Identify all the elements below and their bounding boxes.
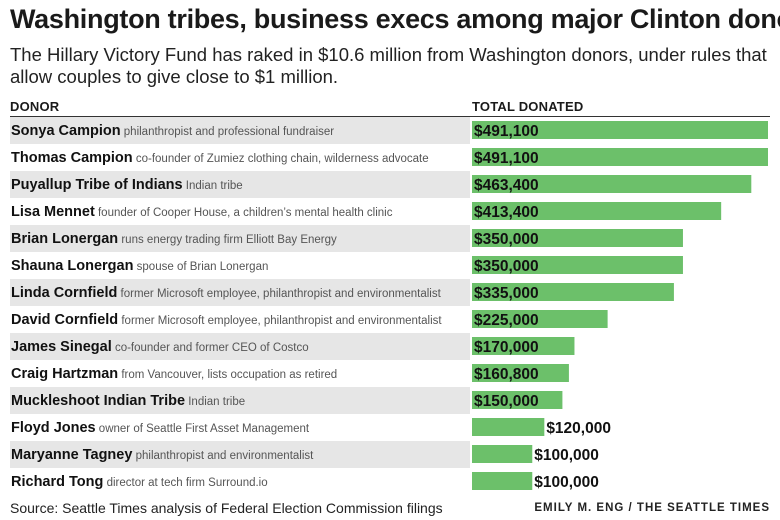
donation-value-label: $491,100	[474, 123, 539, 140]
donor-name: Sonya Campion	[11, 123, 121, 139]
donor-entry: Puyallup Tribe of Indians Indian tribe	[11, 177, 243, 193]
donor-entry: Shauna Lonergan spouse of Brian Lonergan	[11, 258, 268, 274]
donor-entry: Craig Hartzman from Vancouver, lists occ…	[11, 366, 337, 382]
donor-description: founder of Cooper House, a children’s me…	[95, 207, 393, 219]
donor-entry: Maryanne Tagney philanthropist and envir…	[11, 447, 314, 463]
donation-value-label: $100,000	[534, 474, 599, 491]
donation-value-label: $350,000	[474, 258, 539, 275]
donor-entry: Thomas Campion co-founder of Zumiez clot…	[11, 150, 429, 166]
donation-bar	[472, 121, 768, 139]
donor-description: runs energy trading firm Elliott Bay Ene…	[118, 234, 337, 246]
donation-bar	[472, 175, 752, 193]
total-donated-column-header: TOTAL DONATED	[472, 99, 584, 114]
donor-entry: Sonya Campion philanthropist and profess…	[11, 123, 334, 139]
donation-value-label: $463,400	[474, 177, 539, 194]
chart-subtitle: The Hillary Victory Fund has raked in $1…	[10, 44, 767, 87]
row-shade	[10, 387, 470, 414]
donor-name: Lisa Mennet	[11, 204, 95, 220]
donation-value-label: $335,000	[474, 285, 539, 302]
donor-description: co-founder of Zumiez clothing chain, wil…	[133, 153, 429, 165]
donation-value-label: $120,000	[546, 420, 611, 437]
donor-name: David Cornfield	[11, 312, 118, 328]
donor-entry: Richard Tong director at tech firm Surro…	[11, 474, 268, 490]
donor-description: former Microsoft employee, philanthropis…	[118, 315, 442, 327]
donor-description: former Microsoft employee, philanthropis…	[117, 288, 441, 300]
donor-name: Richard Tong	[11, 474, 103, 490]
donation-bar	[472, 364, 569, 382]
donor-description: from Vancouver, lists occupation as reti…	[118, 369, 337, 381]
donation-bar	[472, 310, 608, 328]
donor-name: Brian Lonergan	[11, 231, 118, 247]
donor-entry: Muckleshoot Indian Tribe Indian tribe	[11, 393, 245, 409]
donor-description: philanthropist and professional fundrais…	[121, 126, 335, 138]
donor-entry: Lisa Mennet founder of Cooper House, a c…	[11, 204, 393, 220]
donation-bar	[472, 337, 575, 355]
donor-entry: Linda Cornfield former Microsoft employe…	[11, 285, 442, 301]
row-shade	[10, 279, 470, 306]
donor-name: Floyd Jones	[11, 420, 96, 436]
donation-value-label: $413,400	[474, 204, 539, 221]
donor-entry: James Sinegal co-founder and former CEO …	[11, 339, 309, 355]
donor-name: Linda Cornfield	[11, 285, 117, 301]
row-shade	[10, 171, 470, 198]
donor-entry: Floyd Jones owner of Seattle First Asset…	[11, 420, 310, 436]
donation-bar	[472, 418, 545, 436]
donation-bar	[472, 148, 768, 166]
row-shade	[10, 117, 470, 144]
header-rule	[10, 116, 770, 117]
row-shade	[10, 225, 470, 252]
donor-name: Muckleshoot Indian Tribe	[11, 393, 185, 409]
donation-bar	[472, 391, 563, 409]
donation-value-label: $225,000	[474, 312, 539, 329]
donation-value-label: $491,100	[474, 150, 539, 167]
donor-name: Craig Hartzman	[11, 366, 118, 382]
donor-description: co-founder and former CEO of Costco	[112, 342, 309, 354]
donor-entry: Brian Lonergan runs energy trading firm …	[11, 231, 337, 247]
source-note: Source: Seattle Times analysis of Federa…	[10, 500, 443, 516]
donor-name: James Sinegal	[11, 339, 112, 355]
donation-value-label: $150,000	[474, 393, 539, 410]
donation-bar	[472, 202, 722, 220]
donor-name: Puyallup Tribe of Indians	[11, 177, 183, 193]
row-shade	[10, 441, 470, 468]
donor-description: spouse of Brian Lonergan	[133, 261, 268, 273]
donation-value-label: $160,800	[474, 366, 539, 383]
donor-description: director at tech firm Surround.io	[103, 477, 267, 489]
donation-bar	[472, 472, 533, 490]
donation-bar	[472, 445, 533, 463]
donation-value-label: $100,000	[534, 447, 599, 464]
credit-line: EMILY M. ENG / THE SEATTLE TIMES	[534, 502, 770, 514]
donor-description: owner of Seattle First Asset Management	[96, 423, 310, 435]
donor-column-header: DONOR	[10, 99, 60, 114]
row-shade	[10, 333, 470, 360]
donation-value-label: $170,000	[474, 339, 539, 356]
donor-entry: David Cornfield former Microsoft employe…	[11, 312, 442, 328]
donor-name: Thomas Campion	[11, 150, 133, 166]
donor-name: Maryanne Tagney	[11, 447, 132, 463]
donor-description: Indian tribe	[185, 396, 245, 408]
chart-title: Washington tribes, business execs among …	[10, 4, 780, 34]
donation-bar	[472, 283, 674, 301]
donation-value-label: $350,000	[474, 231, 539, 248]
donor-name: Shauna Lonergan	[11, 258, 133, 274]
donation-bar	[472, 229, 683, 247]
donation-bar	[472, 256, 683, 274]
donor-description: philanthropist and environmentalist	[132, 450, 314, 462]
donor-description: Indian tribe	[183, 180, 243, 192]
donor-bar-chart: Sonya Campion philanthropist and profess…	[10, 117, 768, 491]
